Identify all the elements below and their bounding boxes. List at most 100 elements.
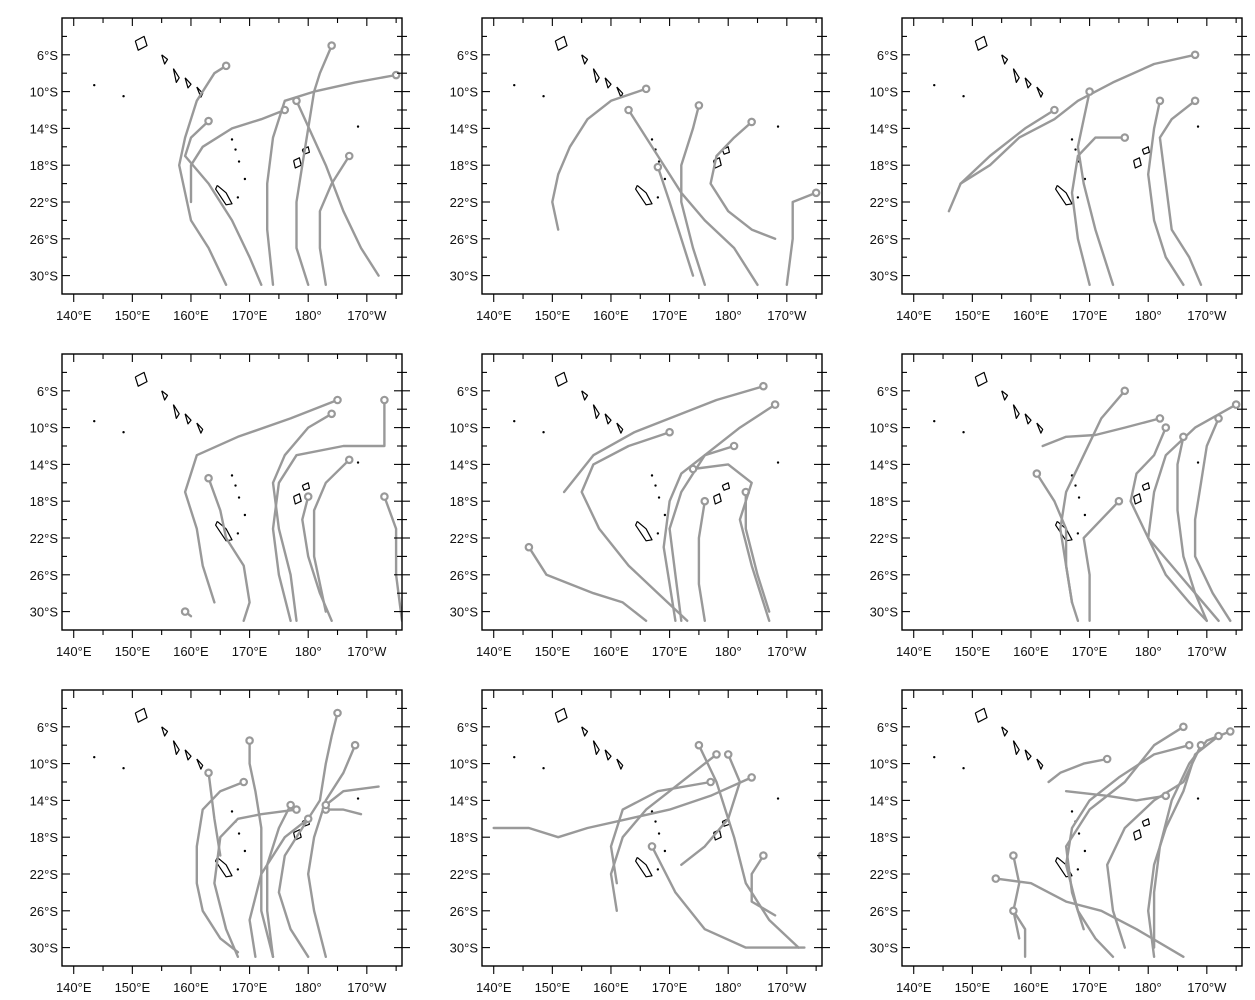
island-dot [356,125,360,128]
genesis-point [1190,50,1200,60]
lon-label: 170°W [347,980,387,995]
cyclone-track [1147,99,1185,286]
lon-label: 140°E [896,980,932,995]
lat-label: 10°S [870,421,899,436]
island-outline [293,157,302,169]
lat-label: 18°S [450,494,479,509]
cyclone-track [324,785,380,807]
map-content [93,707,380,958]
map-content [933,35,1203,286]
lat-label: 14°S [450,793,479,808]
map-frame [61,689,403,967]
map-panel-r3c2: 6°S 10°S 14°S 18°S 22°S 26°S 30°S 140°E 150°E 160… [870,353,1250,659]
island-outline [184,749,192,761]
lat-label: 26°S [450,904,479,919]
genesis-point [350,740,360,750]
lon-label: 170°E [1072,644,1108,659]
island-outline [134,35,148,51]
island-dot [663,849,667,853]
genesis-point [204,116,213,126]
island-outline [554,707,568,723]
lat-label: 14°S [30,121,59,136]
lat-label: 6°S [37,384,58,399]
genesis-point [729,441,739,451]
island-outline [1141,818,1150,827]
genesis-point [665,427,674,437]
lat-label: 22°S [450,195,479,210]
island-outline [184,77,192,89]
island-outline [1024,77,1032,89]
map-panel-r1c2: 6°S 10°S 14°S 18°S 22°S 26°S 30°S 140°E 150°E 160… [0,202,410,659]
island-dot [650,810,654,813]
cyclone-track [1041,417,1162,448]
lat-label: 10°S [450,757,479,772]
lon-label: 170°E [652,308,688,323]
lat-label: 6°S [37,720,58,735]
map-frame [901,17,1243,295]
island-outline [215,184,233,206]
genesis-point [1190,96,1200,106]
lon-label: 140°E [476,980,512,995]
genesis-point [1114,496,1124,506]
genesis-point [292,96,301,106]
lat-label: 14°S [870,793,899,808]
genesis-point [321,800,331,810]
coastline [0,202,137,324]
island-outline [1012,740,1020,755]
island-dot [657,832,661,835]
genesis-point [1179,432,1188,442]
cyclone-track [1064,790,1167,802]
cyclone-track [947,53,1197,213]
lat-label: 10°S [450,421,479,436]
island-outline [1001,54,1009,65]
lon-label: 150°E [115,308,151,323]
cyclone-track [383,495,402,622]
cyclone-track [680,104,706,286]
cyclone-track [1064,725,1185,931]
island-outline [1133,493,1142,505]
cyclone-track [691,463,771,622]
lon-label: 180° [715,644,742,659]
island-dot [243,513,247,517]
map-frame [901,689,1243,967]
lat-label: 14°S [30,793,59,808]
cyclone-track [307,744,357,958]
lat-label: 30°S [450,941,479,956]
genesis-point [1196,740,1206,750]
map-frame [61,353,403,631]
cyclone-track [1070,136,1126,286]
lon-label: 170°E [1072,308,1108,323]
genesis-point [1032,469,1042,478]
map-frame [481,689,823,967]
genesis-point [245,736,254,745]
genesis-point [1214,731,1223,741]
genesis-point [292,805,301,814]
genesis-point [1102,754,1112,764]
island-dot [542,95,545,98]
lon-label: 160°E [173,308,209,323]
lat-label: 10°S [870,757,899,772]
lat-label: 22°S [30,195,59,210]
island-dot [237,832,241,835]
island-dot [1076,868,1080,871]
cyclone-track [1193,417,1232,622]
genesis-point [1231,400,1241,409]
genesis-point [303,814,313,824]
cyclone-track [183,119,263,286]
island-outline [134,371,148,387]
cyclone-track [266,73,398,286]
island-outline [172,740,180,755]
island-outline [215,856,233,878]
island-dot [230,810,234,813]
island-outline [616,758,624,770]
island-dot [1077,832,1081,835]
lat-label: 30°S [870,605,899,620]
genesis-point [624,105,633,115]
island-outline [635,856,653,878]
island-outline [604,413,612,425]
island-outline [1036,758,1044,770]
lat-label: 22°S [870,531,899,546]
lon-label: 170°W [347,308,387,323]
lat-label: 18°S [30,494,59,509]
